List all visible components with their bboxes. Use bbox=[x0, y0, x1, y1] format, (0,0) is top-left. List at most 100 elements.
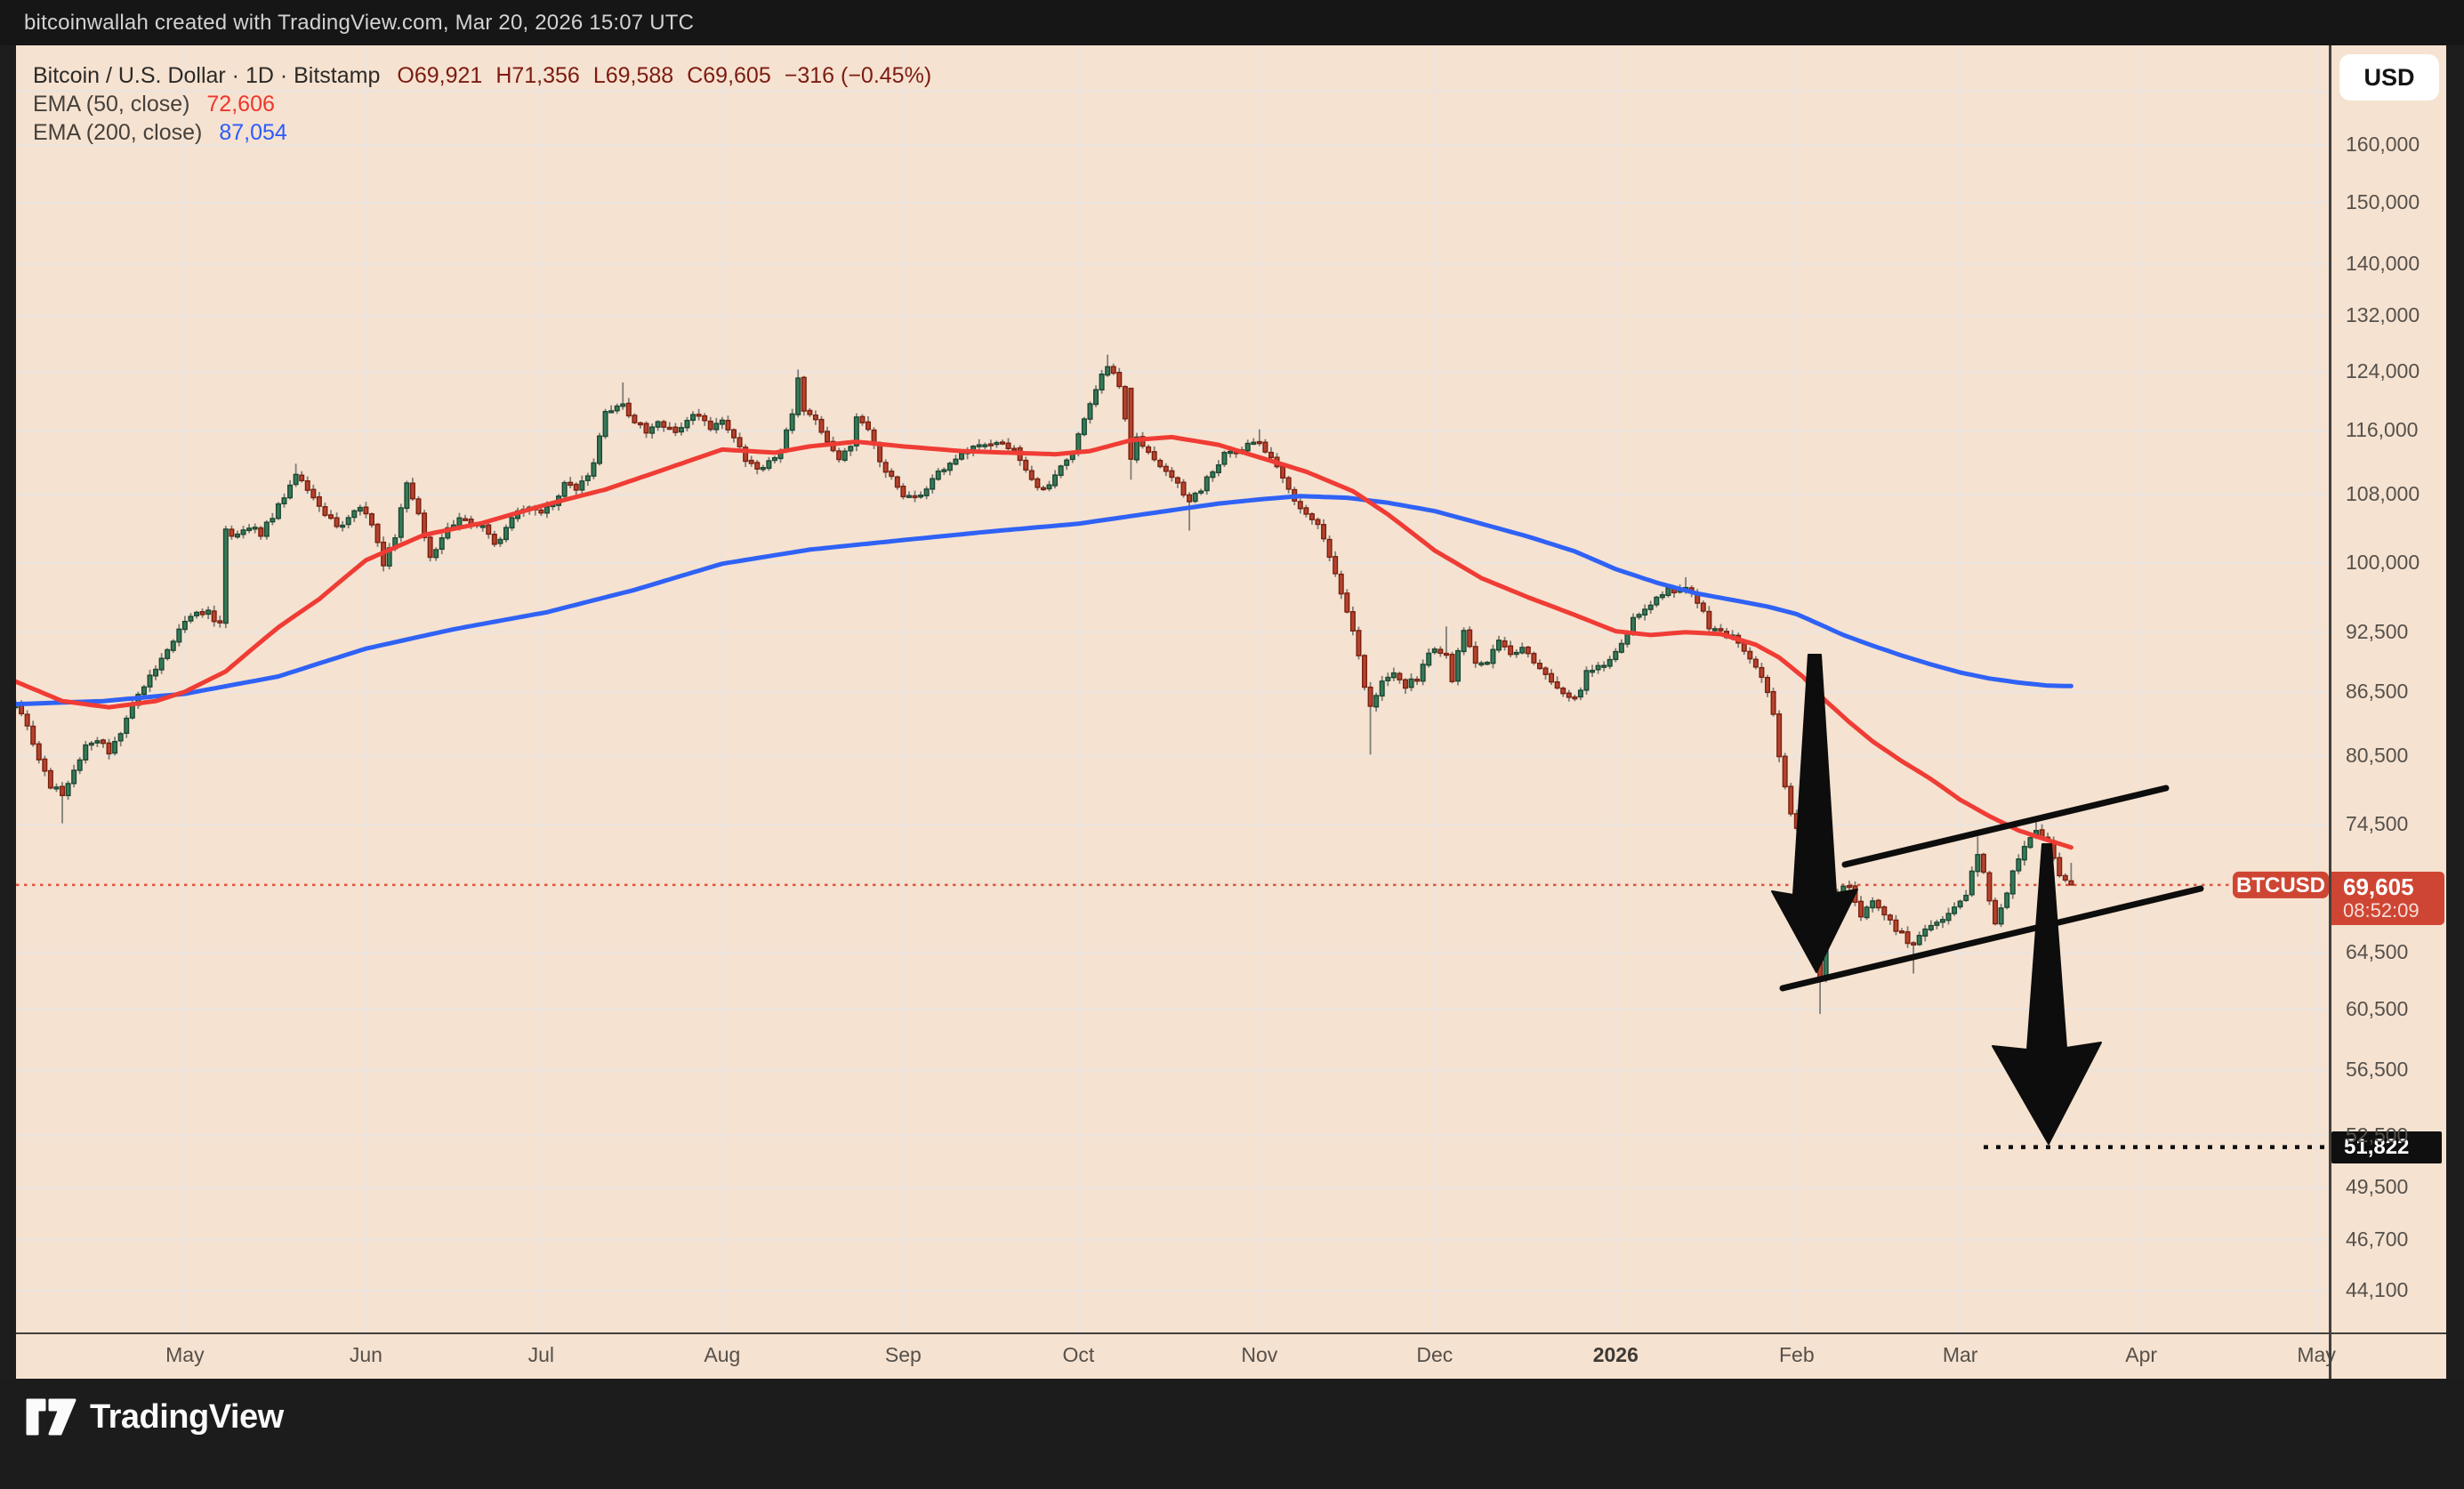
candle-body bbox=[1782, 755, 1788, 788]
candle-body bbox=[1770, 690, 1776, 715]
y-axis-label: 56,500 bbox=[2346, 1058, 2409, 1082]
tradingview-logo[interactable]: TradingView bbox=[26, 1397, 284, 1437]
candle-body bbox=[1192, 492, 1198, 503]
candle-body bbox=[1513, 651, 1519, 656]
candle-body bbox=[1157, 459, 1164, 468]
candle-body bbox=[573, 483, 579, 491]
candle-body bbox=[1133, 436, 1139, 461]
candle-body bbox=[608, 410, 615, 414]
candle-body bbox=[363, 506, 369, 515]
candle-body bbox=[100, 739, 106, 744]
candle-body bbox=[217, 620, 223, 624]
candle-body bbox=[1058, 465, 1064, 477]
candle-body bbox=[953, 458, 959, 465]
candle-body bbox=[748, 459, 754, 464]
candle-body bbox=[1560, 688, 1566, 695]
price-line-symbol-text: BTCUSD bbox=[2236, 873, 2325, 897]
symbol-legend-row[interactable]: Bitcoin / U.S. Dollar · 1D · Bitstamp O69… bbox=[33, 61, 931, 90]
candle-body bbox=[199, 610, 205, 616]
y-axis-label: 64,500 bbox=[2346, 939, 2409, 963]
candle-body bbox=[1858, 900, 1864, 918]
candle-body bbox=[1128, 387, 1134, 460]
current-price-value: 69,605 bbox=[2343, 873, 2414, 900]
price-chart-canvas[interactable]: BTCUSD bbox=[16, 45, 2329, 1332]
candle-body bbox=[737, 437, 743, 447]
candle-body bbox=[743, 447, 749, 463]
candle-body bbox=[222, 528, 229, 624]
candle-body bbox=[719, 419, 725, 425]
candle-body bbox=[1496, 640, 1502, 651]
candle-body bbox=[275, 503, 281, 519]
candle-body bbox=[912, 495, 918, 499]
candle-body bbox=[591, 462, 597, 477]
y-axis-label: 46,700 bbox=[2346, 1227, 2409, 1251]
candle-body bbox=[60, 785, 66, 797]
candle-body bbox=[398, 507, 404, 538]
down-arrow-drawing[interactable] bbox=[1992, 843, 2102, 1145]
chart-legend: Bitcoin / U.S. Dollar · 1D · Bitstamp O69… bbox=[33, 61, 931, 147]
candle-body bbox=[1922, 928, 1929, 937]
candle-body bbox=[2016, 858, 2022, 872]
candle-body bbox=[240, 529, 246, 535]
candle-body bbox=[153, 668, 159, 677]
candle-body bbox=[1572, 696, 1578, 700]
candle-body bbox=[801, 376, 807, 412]
ohlc-o-value: O69,921 bbox=[397, 63, 483, 88]
candle-body bbox=[1210, 471, 1216, 479]
candle-body bbox=[1099, 373, 1105, 390]
candle-body bbox=[2027, 837, 2033, 849]
candle-body bbox=[1373, 695, 1380, 708]
ema50-legend-row[interactable]: EMA (50, close) 72,606 bbox=[33, 90, 931, 118]
candle-body bbox=[561, 481, 568, 497]
x-axis-label: Feb bbox=[1778, 1343, 1815, 1366]
currency-toggle-button[interactable]: USD bbox=[2339, 54, 2439, 101]
candle-body bbox=[427, 536, 433, 559]
candle-body bbox=[1904, 930, 1911, 945]
candle-body bbox=[1426, 652, 1432, 666]
symbol-title: Bitcoin / U.S. Dollar · 1D · Bitstamp bbox=[33, 63, 381, 88]
candle-body bbox=[994, 441, 1000, 446]
candle-body bbox=[1898, 930, 1904, 934]
candle-body bbox=[351, 510, 358, 519]
candle-body bbox=[696, 414, 702, 417]
candle-body bbox=[281, 497, 287, 504]
candle-body bbox=[368, 513, 374, 526]
candle-body bbox=[2062, 874, 2068, 881]
channel-trendline[interactable] bbox=[1841, 785, 2170, 868]
candle-body bbox=[1484, 661, 1490, 665]
candle-body bbox=[1081, 418, 1087, 436]
candle-body bbox=[825, 431, 831, 443]
candle-body bbox=[106, 742, 112, 755]
y-axis-label: 60,500 bbox=[2346, 996, 2409, 1020]
ema50-value: 72,606 bbox=[206, 92, 275, 117]
ema200-legend-row[interactable]: EMA (200, close) 87,054 bbox=[33, 118, 931, 147]
candle-body bbox=[620, 403, 626, 407]
candle-body bbox=[1064, 459, 1070, 466]
down-arrow-drawing[interactable] bbox=[1771, 654, 1858, 973]
candle-body bbox=[1321, 524, 1327, 540]
target-price-label: 51,822 bbox=[2331, 1131, 2442, 1163]
candle-body bbox=[491, 534, 497, 545]
x-axis-label: Sep bbox=[884, 1343, 922, 1366]
candle-body bbox=[625, 402, 632, 417]
candle-body bbox=[497, 538, 503, 544]
candle-body bbox=[1105, 366, 1111, 376]
candle-body bbox=[848, 446, 854, 452]
current-price-label: 69,605 08:52:09 bbox=[2331, 871, 2444, 925]
y-axis-label: 132,000 bbox=[2346, 303, 2420, 327]
candle-body bbox=[702, 415, 708, 422]
price-axis[interactable]: USD 69,605 08:52:09 51,822 160,000 150,00… bbox=[2329, 45, 2446, 1379]
candle-body bbox=[24, 713, 30, 727]
candle-body bbox=[1502, 640, 1508, 648]
candle-body bbox=[422, 512, 428, 539]
candle-body bbox=[374, 523, 381, 543]
candle-body bbox=[1934, 922, 1940, 926]
candle-body bbox=[538, 509, 544, 514]
candle-body bbox=[568, 481, 574, 487]
candle-body bbox=[1939, 919, 1945, 923]
channel-trendline[interactable] bbox=[1779, 885, 2204, 992]
time-axis[interactable]: May Jun Jul Aug Sep Oct Nov Dec 2026 Feb Mar Apr May bbox=[16, 1332, 2446, 1379]
x-axis-label: May bbox=[165, 1343, 205, 1366]
candle-body bbox=[1244, 442, 1251, 452]
candle-body bbox=[1297, 501, 1303, 510]
